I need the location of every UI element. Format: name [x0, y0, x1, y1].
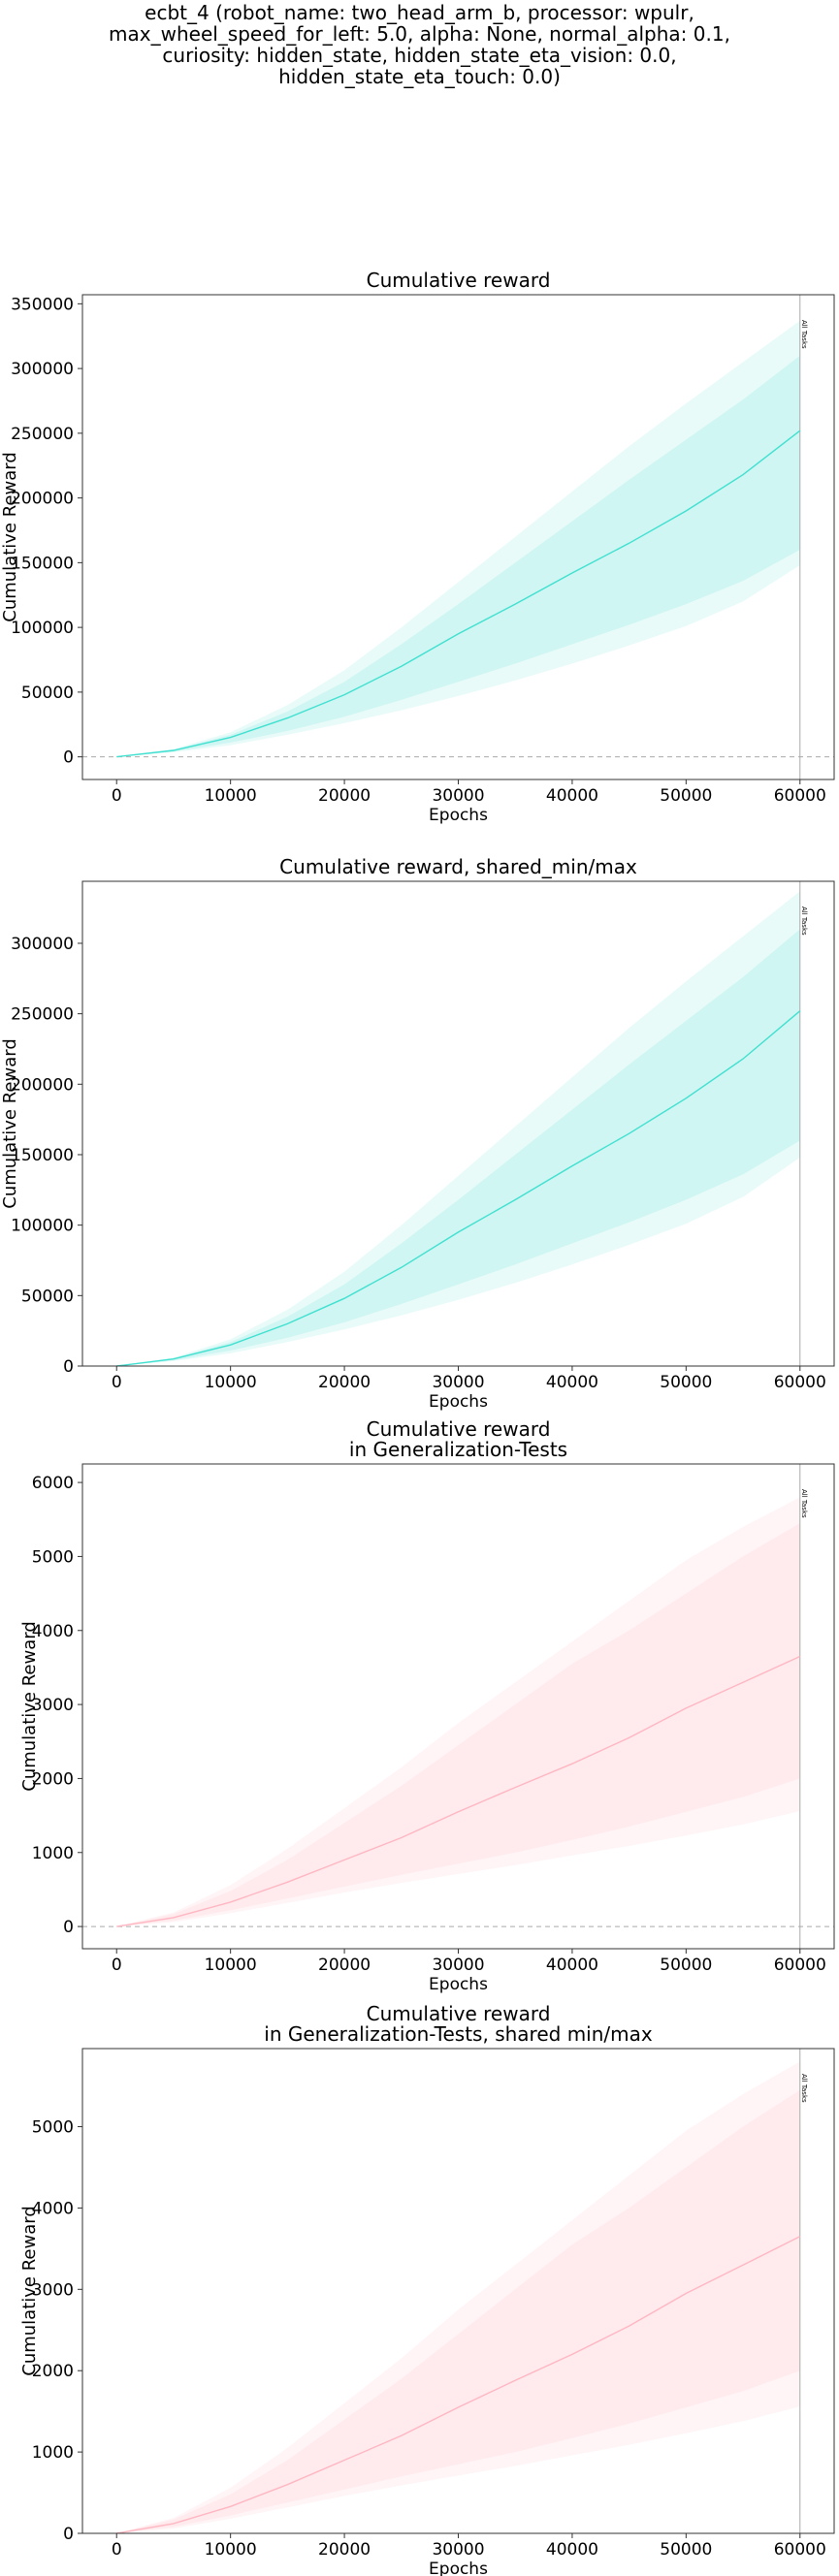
- y-tick-label: 5000: [32, 2118, 74, 2138]
- min-max-band: [116, 2061, 800, 2533]
- mean-reward-line: [116, 2236, 801, 2534]
- std-band: [116, 355, 800, 757]
- x-tick-label: 40000: [546, 1956, 598, 1975]
- x-tick-label: 60000: [774, 2540, 826, 2560]
- suptitle-line-4: hidden_state_eta_touch: 0.0): [278, 65, 561, 88]
- y-tick-label: 100000: [11, 619, 74, 638]
- x-tick-label: 0: [112, 786, 122, 806]
- y-tick-label: 4000: [32, 1622, 74, 1641]
- mean-reward-line: [116, 1655, 801, 1927]
- x-axis-label: Epochs: [429, 806, 488, 825]
- x-tick-label: 60000: [774, 1373, 826, 1392]
- x-tick-label: 40000: [546, 786, 598, 806]
- suptitle-line-1: ecbt_4 (robot_name: two_head_arm_b, proc…: [145, 1, 694, 24]
- min-max-band: [116, 320, 800, 757]
- std-band: [116, 1523, 800, 1927]
- y-tick-label: 0: [63, 748, 74, 768]
- y-tick-label: 300000: [11, 935, 74, 954]
- y-tick-label: 1000: [32, 2443, 74, 2463]
- y-tick-label: 250000: [11, 425, 74, 444]
- x-tick-label: 10000: [205, 1956, 257, 1975]
- x-tick-label: 10000: [205, 2540, 257, 2560]
- y-axis-label: Cumulative Reward: [0, 452, 20, 622]
- chart-title: in Generalization-Tests: [349, 1438, 567, 1461]
- y-axis-label: Cumulative Reward: [19, 2206, 40, 2376]
- y-tick-label: 0: [63, 1357, 74, 1377]
- task-marker-label: All Tasks: [800, 320, 808, 349]
- y-tick-label: 150000: [11, 1146, 74, 1165]
- suptitle-line-2: max_wheel_speed_for_left: 5.0, alpha: No…: [109, 22, 730, 46]
- x-tick-label: 50000: [660, 1956, 712, 1975]
- y-tick-label: 1000: [32, 1844, 74, 1863]
- mean-reward-line: [116, 1010, 801, 1367]
- suptitle-line-3: curiosity: hidden_state, hidden_state_et…: [162, 44, 677, 67]
- figure-suptitle: ecbt_4 (robot_name: two_head_arm_b, proc…: [0, 2, 839, 87]
- y-tick-label: 100000: [11, 1217, 74, 1236]
- x-tick-label: 0: [112, 2540, 122, 2560]
- cumulative-reward-shared-chart: Cumulative reward, shared_min/max All Tas…: [0, 855, 835, 1412]
- chart-title: Cumulative reward: [367, 269, 551, 292]
- x-tick-label: 60000: [774, 786, 826, 806]
- x-tick-label: 20000: [318, 786, 371, 806]
- y-tick-label: 50000: [21, 1287, 74, 1306]
- y-tick-label: 2000: [32, 1769, 74, 1789]
- y-axis-label: Cumulative Reward: [0, 1038, 20, 1209]
- y-tick-label: 5000: [32, 1547, 74, 1567]
- chart-title: Cumulative reward: [367, 1417, 551, 1441]
- y-tick-label: 6000: [32, 1474, 74, 1493]
- min-max-band: [116, 1497, 800, 1927]
- y-tick-label: 4000: [32, 2199, 74, 2218]
- y-tick-label: 2000: [32, 2362, 74, 2381]
- x-tick-label: 30000: [432, 1373, 484, 1392]
- y-tick-label: 200000: [11, 490, 74, 509]
- y-tick-label: 3000: [32, 2280, 74, 2300]
- y-tick-label: 0: [63, 2525, 74, 2544]
- x-tick-label: 50000: [660, 2540, 712, 2560]
- task-marker-label: All Tasks: [800, 1489, 808, 1518]
- x-tick-label: 20000: [318, 1373, 371, 1392]
- chart-title: Cumulative reward: [367, 2002, 551, 2025]
- x-tick-label: 20000: [318, 1956, 371, 1975]
- y-tick-label: 50000: [21, 684, 74, 703]
- min-max-band: [116, 891, 800, 1366]
- x-tick-label: 60000: [774, 1956, 826, 1975]
- x-axis-label: Epochs: [429, 2560, 488, 2576]
- x-tick-label: 20000: [318, 2540, 371, 2560]
- x-tick-label: 30000: [432, 1956, 484, 1975]
- y-tick-label: 150000: [11, 554, 74, 573]
- task-marker-label: All Tasks: [800, 2074, 808, 2103]
- x-tick-label: 40000: [546, 2540, 598, 2560]
- x-tick-label: 10000: [205, 1373, 257, 1392]
- cumulative-reward-chart: Cumulative reward All Tasks 0 10000 20000 300…: [0, 269, 835, 825]
- y-tick-label: 200000: [11, 1075, 74, 1095]
- x-axis-label: Epochs: [429, 1392, 488, 1412]
- x-tick-label: 50000: [660, 1373, 712, 1392]
- mean-reward-line: [116, 429, 801, 758]
- chart-title: in Generalization-Tests, shared min/max: [264, 2022, 653, 2046]
- std-band: [116, 929, 800, 1366]
- chart-title: Cumulative reward, shared_min/max: [279, 855, 637, 878]
- y-tick-label: 0: [63, 1918, 74, 1937]
- y-axis-label: Cumulative Reward: [19, 1621, 40, 1792]
- x-tick-label: 0: [112, 1373, 122, 1392]
- x-tick-label: 40000: [546, 1373, 598, 1392]
- x-tick-label: 0: [112, 1956, 122, 1975]
- x-axis-label: Epochs: [429, 1975, 488, 1994]
- std-band: [116, 2089, 800, 2533]
- y-tick-label: 3000: [32, 1696, 74, 1715]
- y-tick-label: 300000: [11, 360, 74, 379]
- y-tick-label: 350000: [11, 295, 74, 314]
- y-tick-label: 250000: [11, 1005, 74, 1025]
- x-tick-label: 10000: [205, 786, 257, 806]
- task-marker-label: All Tasks: [800, 906, 808, 936]
- x-tick-label: 50000: [660, 786, 712, 806]
- x-tick-label: 30000: [432, 2540, 484, 2560]
- x-tick-label: 30000: [432, 786, 484, 806]
